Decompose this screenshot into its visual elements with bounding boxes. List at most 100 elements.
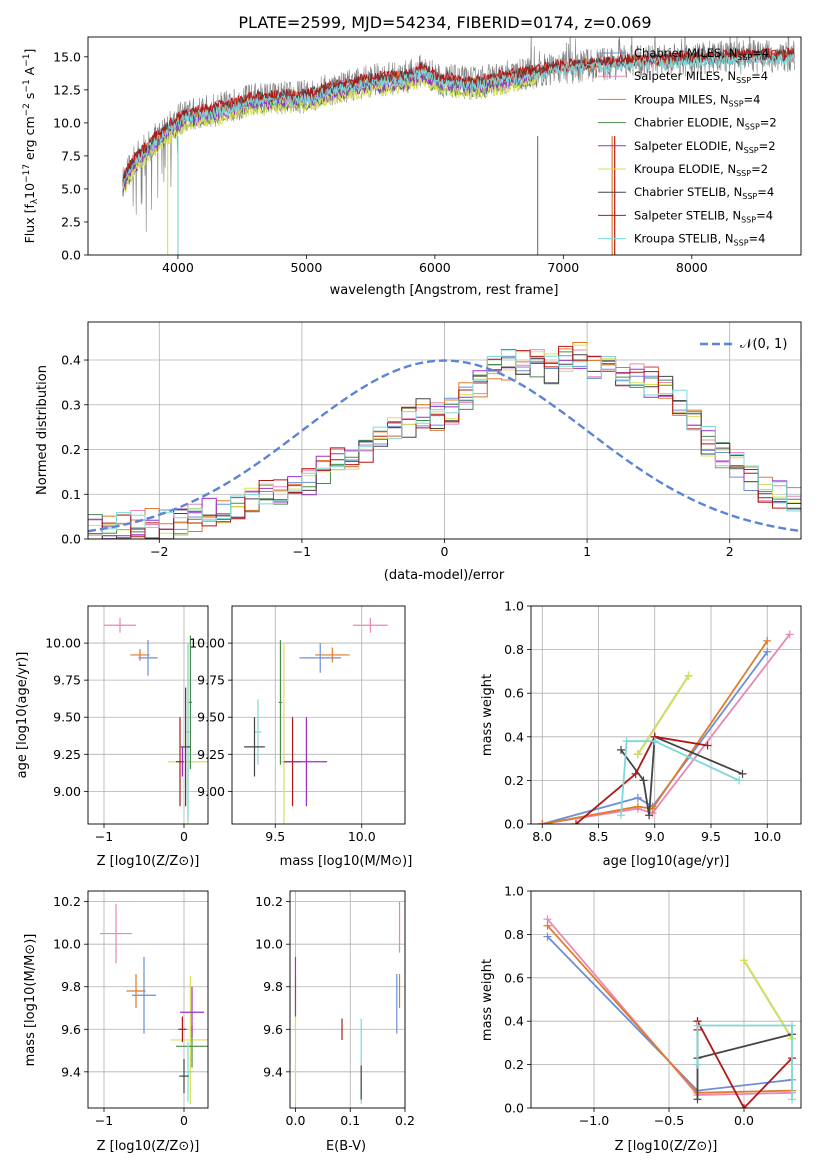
y-tick-label: 10.0 (53, 115, 81, 130)
y-tick-label: 12.5 (53, 82, 81, 97)
y-tick-label: 1.0 (504, 884, 524, 899)
weight-marker (763, 647, 772, 656)
y-tick-label: 9.6 (263, 1022, 283, 1037)
x-tick-label: 5000 (290, 260, 322, 275)
weight-marker (631, 769, 640, 778)
weight-marker (738, 769, 747, 778)
legend-sub: SSP (744, 146, 759, 155)
x-axis-label: Z [log10(Z/Z⊙)] (615, 1139, 718, 1154)
x-axis-label: mass [log10(M/M⊙)] (280, 854, 413, 869)
x-tick-label: 1 (583, 544, 591, 559)
x-tick-label: 0 (180, 1113, 188, 1128)
y-tick-label: 0.4 (504, 729, 524, 744)
weight-marker (650, 737, 659, 746)
weight-line-kroupa_miles (542, 640, 769, 824)
y-tick-label: 0.1 (61, 487, 81, 502)
x-axis-label: E(B-V) (326, 1139, 366, 1154)
x-tick-label: 9.0 (645, 829, 665, 844)
y-sup: −1 (22, 79, 32, 92)
axes-frame (87, 36, 802, 256)
legend-tail: =4 (749, 232, 766, 246)
legend-sub: SSP (741, 215, 756, 224)
x-axis-label: wavelength [Angstrom, rest frame] (330, 283, 559, 298)
y-tick-label: 9.4 (263, 1064, 283, 1079)
y-tick-label: 10.00 (45, 636, 81, 651)
x-tick-label: 10.0 (753, 829, 781, 844)
weight-line-salpeter_miles (546, 918, 793, 1096)
weight-marker (543, 921, 552, 930)
y-tick-label: 0.8 (504, 642, 524, 657)
plot-area (543, 915, 796, 1108)
weight-line-kroupa_elodie (637, 675, 690, 755)
legend-entry-label: Salpeter ELODIE, NSSP=2 (634, 139, 776, 155)
y-sup: −17 (22, 164, 32, 183)
y-tick-label: 2.5 (61, 214, 81, 229)
y-part: A (22, 66, 37, 79)
x-tick-label: 9.5 (701, 829, 721, 844)
y-tick-label: 9.8 (263, 979, 283, 994)
y-tick-label: 9.6 (61, 1022, 81, 1037)
x-axis-label: Z [log10(Z/Z⊙)] (97, 1139, 200, 1154)
y-tick-label: 10.2 (255, 894, 283, 909)
x-axis-label: Z [log10(Z/Z⊙)] (97, 854, 200, 869)
weight-marker (693, 1021, 702, 1030)
x-tick-label: 7000 (547, 260, 579, 275)
legend-entry-label: Kroupa MILES, NSSP=4 (634, 92, 760, 108)
weight-marker (740, 956, 748, 965)
legend-tail: =4 (756, 208, 773, 222)
x-tick-label: 8.5 (589, 829, 609, 844)
y-tick-label: 9.25 (53, 747, 81, 762)
legend-entry-label: Kroupa STELIB, NSSP=4 (634, 232, 765, 248)
y-tick-label: 0.2 (61, 442, 81, 457)
weight-line-chabrier_miles (542, 651, 769, 824)
y-tick-label: 9.50 (53, 710, 81, 725)
axes-frame (530, 605, 802, 825)
model-spectrum-salpeter_stelib (122, 47, 795, 179)
y-tick-label: 9.00 (53, 784, 81, 799)
y-axis-label: mass weight (480, 674, 495, 756)
y-sup: −1 (22, 54, 32, 67)
y-tick-label: 9.25 (197, 747, 225, 762)
x-tick-label: 0.2 (395, 1113, 415, 1128)
x-tick-label: −2 (150, 544, 168, 559)
plot-area (100, 903, 208, 1104)
weight-marker (633, 750, 642, 759)
x-tick-label: 0.1 (340, 1113, 360, 1128)
weight-marker (617, 745, 625, 754)
y-tick-label: 10.00 (189, 636, 225, 651)
weight-line-kroupa_stelib (620, 740, 740, 816)
x-tick-label: −1 (293, 544, 311, 559)
gaussian-legend-label: 𝒩(0, 1) (740, 337, 787, 352)
weight-marker (788, 1021, 796, 1030)
x-tick-label: 8.0 (532, 829, 552, 844)
x-tick-label: 8000 (676, 260, 708, 275)
y-tick-label: 0.2 (504, 773, 524, 788)
axes-frame (231, 605, 406, 825)
weight-marker (645, 811, 654, 820)
legend-sub: SSP (734, 239, 749, 248)
y-tick-label: 15.0 (53, 49, 81, 64)
axes-frame (530, 890, 802, 1109)
panel-5: −1 0 9.4 9.6 9.8 10.0 10.2 Z [log10(Z/Z⊙)] mass … (23, 890, 209, 1154)
legend-entry-label: Chabrier STELIB, NSSP=4 (634, 185, 774, 201)
x-tick-label: 6000 (419, 260, 451, 275)
plot-area (244, 617, 388, 824)
y-tick-label: 0.2 (504, 1057, 524, 1072)
weight-marker (763, 636, 772, 645)
y-axis-label: mass weight (480, 959, 495, 1041)
y-part: ] (22, 49, 37, 54)
histogram-kroupa_stelib (88, 349, 801, 536)
x-tick-label: 10.0 (348, 829, 376, 844)
weight-line-kroupa_miles (546, 925, 793, 1094)
histogram-salpeter_stelib (88, 345, 801, 539)
y-tick-label: 0.8 (504, 927, 524, 942)
axes-frame (87, 321, 802, 540)
plot-area (294, 901, 401, 1104)
weight-marker (693, 1095, 702, 1104)
y-axis-label: age [log10(age/yr)] (15, 652, 30, 779)
legend-sub: SSP (737, 53, 752, 62)
y-tick-label: 9.00 (197, 784, 225, 799)
weight-marker (740, 1104, 748, 1108)
legend-tail: =4 (757, 185, 774, 199)
